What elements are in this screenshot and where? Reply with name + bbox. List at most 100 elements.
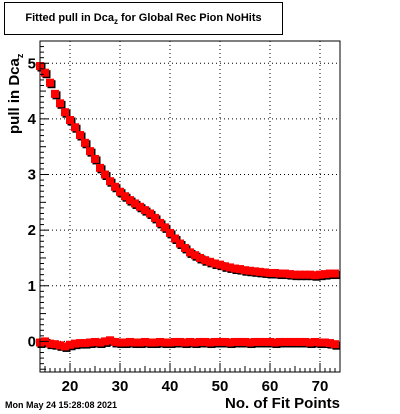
sigma-marker — [146, 209, 154, 218]
mean-marker — [156, 337, 164, 346]
mean-marker — [71, 339, 79, 348]
ylabel-subscript: z — [15, 53, 25, 59]
sigma-marker — [256, 267, 264, 276]
x-axis-label: No. of Fit Points — [225, 395, 340, 412]
mean-marker — [276, 337, 284, 346]
sigma-marker — [201, 256, 209, 265]
sigma-marker — [176, 239, 184, 248]
mean-marker — [261, 337, 269, 346]
sigma-marker — [66, 115, 74, 124]
mean-marker — [326, 339, 334, 348]
sigma-marker — [81, 138, 89, 147]
sigma-marker — [91, 154, 99, 163]
sigma-marker — [101, 170, 109, 179]
x-tick-label: 70 — [312, 378, 329, 395]
sigma-marker — [86, 147, 94, 156]
mean-marker — [46, 339, 54, 348]
title-rest: for Global Rec Pion NoHits — [118, 12, 262, 24]
mean-marker — [286, 337, 294, 346]
mean-marker — [136, 338, 144, 347]
plot-frame — [39, 40, 341, 373]
chart-title: Fitted pull in Dcaz for Global Rec Pion … — [5, 12, 282, 26]
x-tick-label: 50 — [212, 378, 229, 395]
ylabel-main: pull in Dca — [6, 58, 23, 134]
sigma-marker — [276, 269, 284, 278]
mean-marker — [196, 337, 204, 346]
sigma-marker — [311, 271, 319, 280]
mean-marker — [246, 338, 254, 347]
sigma-marker — [296, 270, 304, 279]
sigma-marker — [116, 187, 124, 196]
sigma-marker — [196, 253, 204, 262]
sigma-marker — [161, 223, 169, 232]
mean-marker — [331, 340, 339, 349]
sigma-marker — [326, 269, 334, 278]
sigma-marker — [111, 182, 119, 191]
mean-marker — [96, 338, 104, 347]
mean-marker — [271, 338, 279, 347]
title-box: Fitted pull in Dcaz for Global Rec Pion … — [4, 2, 283, 35]
sigma-marker — [241, 266, 249, 275]
mean-marker — [296, 337, 304, 346]
mean-marker — [201, 337, 209, 346]
mean-marker — [146, 338, 154, 347]
sigma-marker — [261, 268, 269, 277]
mean-marker — [206, 338, 214, 347]
mean-marker — [126, 337, 134, 346]
mean-marker — [266, 337, 274, 346]
sigma-marker — [131, 199, 139, 208]
sigma-marker — [186, 248, 194, 257]
y-tick-label: 4 — [28, 111, 37, 128]
mean-marker — [216, 337, 224, 346]
sigma-marker — [181, 243, 189, 252]
sigma-marker — [206, 257, 214, 266]
x-tick-label: 40 — [162, 378, 179, 395]
sigma-marker — [96, 163, 104, 172]
mean-marker — [101, 337, 109, 346]
mean-marker — [256, 337, 264, 346]
mean-marker — [291, 337, 299, 346]
sigma-marker — [61, 108, 69, 117]
mean-marker — [51, 340, 59, 349]
title-subscript: z — [114, 17, 118, 27]
y-tick-label: 1 — [28, 278, 36, 295]
sigma-marker — [191, 251, 199, 260]
x-tick-label: 60 — [262, 378, 279, 395]
mean-marker — [191, 338, 199, 347]
mean-marker — [301, 337, 309, 346]
sigma-marker — [226, 263, 234, 272]
mean-marker — [321, 338, 329, 347]
y-tick-label: 0 — [28, 333, 36, 350]
mean-marker — [151, 338, 159, 347]
sigma-marker — [301, 270, 309, 279]
mean-marker — [106, 336, 114, 345]
sigma-marker — [216, 260, 224, 269]
mean-marker — [91, 337, 99, 346]
mean-marker — [231, 337, 239, 346]
mean-marker — [241, 337, 249, 346]
mean-marker — [86, 338, 94, 347]
sigma-marker — [211, 259, 219, 268]
sigma-marker — [286, 270, 294, 279]
mean-marker — [141, 337, 149, 346]
mean-marker — [111, 337, 119, 346]
sigma-marker — [316, 270, 324, 279]
sigma-marker — [266, 268, 274, 277]
title-main: Fitted pull in Dca — [25, 12, 114, 24]
sigma-marker — [271, 268, 279, 277]
mean-marker — [176, 337, 184, 346]
mean-marker — [181, 338, 189, 347]
sigma-marker — [51, 89, 59, 98]
sigma-marker — [171, 234, 179, 243]
y-tick-label: 2 — [28, 222, 36, 239]
mean-marker — [311, 337, 319, 346]
sigma-marker — [126, 196, 134, 205]
sigma-marker — [166, 228, 174, 237]
sigma-marker — [141, 206, 149, 215]
sigma-marker — [321, 270, 329, 279]
mean-marker — [121, 338, 129, 347]
mean-marker — [66, 340, 74, 349]
sigma-marker — [156, 218, 164, 227]
data-points — [36, 62, 341, 352]
